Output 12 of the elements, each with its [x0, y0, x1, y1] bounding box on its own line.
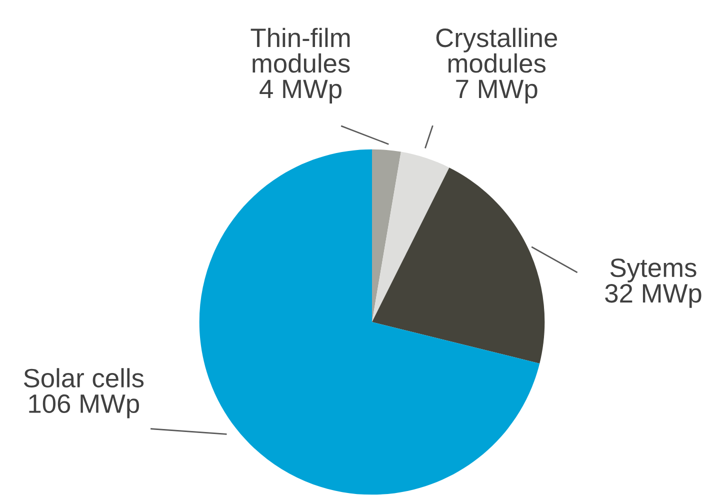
data-label: 32 MWp — [605, 284, 702, 308]
data-label: 7 MWp — [456, 80, 538, 104]
slice-label: Thin-film modules — [250, 28, 350, 73]
slice-label: Solar cells — [24, 368, 144, 388]
pie-slice — [372, 168, 545, 364]
data-label: 106 MWp — [29, 394, 139, 418]
pie-slice — [372, 149, 401, 322]
data-label: 4 MWp — [260, 80, 342, 104]
slice-label: Crystalline modules — [436, 28, 558, 73]
pie-slice — [199, 149, 540, 495]
pie-slice — [372, 152, 450, 322]
slice-label: Sytems — [610, 258, 696, 282]
